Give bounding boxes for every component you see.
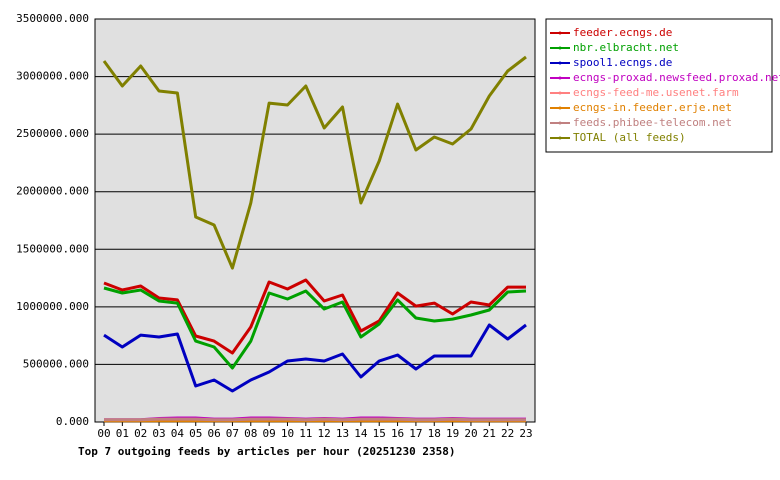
- x-tick-label: 19: [446, 427, 459, 440]
- legend-marker: [558, 121, 562, 125]
- y-tick-label: 0.000: [56, 415, 89, 428]
- y-tick-label: 3500000.000: [16, 12, 89, 25]
- x-tick-label: 14: [354, 427, 368, 440]
- x-tick-label: 20: [464, 427, 477, 440]
- x-tick-label: 16: [391, 427, 404, 440]
- x-tick-label: 10: [281, 427, 294, 440]
- x-tick-label: 11: [299, 427, 312, 440]
- legend-label: ecngs-feed-me.usenet.farm: [573, 86, 739, 99]
- legend-label: ecngs-proxad.newsfeed.proxad.net: [573, 71, 780, 84]
- x-tick-label: 07: [226, 427, 239, 440]
- x-tick-label: 02: [134, 427, 147, 440]
- x-tick-label: 08: [244, 427, 257, 440]
- x-tick-label: 17: [409, 427, 422, 440]
- legend-box: [545, 18, 773, 153]
- legend-marker: [558, 91, 562, 95]
- legend-label: feeds.phibee-telecom.net: [573, 116, 732, 129]
- x-tick-label: 04: [171, 427, 185, 440]
- x-tick-label: 22: [501, 427, 514, 440]
- y-tick-label: 3000000.000: [16, 70, 89, 83]
- x-tick-label: 05: [189, 427, 202, 440]
- legend-marker: [558, 61, 562, 65]
- series-line: [103, 323, 527, 393]
- series-line: [103, 278, 526, 355]
- x-tick-label: 18: [428, 427, 441, 440]
- legend-marker: [558, 136, 562, 140]
- series-line: [102, 55, 527, 270]
- x-tick-label: 09: [263, 427, 276, 440]
- series-line: [104, 417, 526, 422]
- x-tick-label: 06: [207, 427, 220, 440]
- x-tick-label: 12: [318, 427, 331, 440]
- series-line: [103, 286, 527, 370]
- x-tick-label: 23: [519, 427, 532, 440]
- legend-label: nbr.elbracht.net: [573, 41, 679, 54]
- legend-marker: [558, 31, 562, 35]
- y-tick-label: 1000000.000: [16, 300, 89, 313]
- legend-marker: [558, 46, 562, 50]
- legend-label: ecngs-in.feeder.erje.net: [573, 101, 732, 114]
- x-tick-label: 03: [152, 427, 165, 440]
- y-tick-label: 2000000.000: [16, 185, 89, 198]
- x-tick-label: 01: [116, 427, 129, 440]
- x-tick-label: 21: [483, 427, 496, 440]
- y-tick-label: 1500000.000: [16, 242, 89, 255]
- legend-marker: [558, 76, 562, 80]
- y-tick-label: 2500000.000: [16, 127, 89, 140]
- legend-label: spool1.ecngs.de: [573, 56, 672, 69]
- x-tick-label: 15: [373, 427, 386, 440]
- y-tick-label: 500000.000: [23, 357, 89, 370]
- x-tick-label: 13: [336, 427, 349, 440]
- plot-area: [94, 18, 536, 423]
- legend-label: TOTAL (all feeds): [573, 131, 686, 144]
- chart-title: Top 7 outgoing feeds by articles per hou…: [78, 445, 456, 458]
- legend-marker: [558, 106, 562, 110]
- x-tick-label: 00: [97, 427, 110, 440]
- legend-label: feeder.ecngs.de: [573, 26, 672, 39]
